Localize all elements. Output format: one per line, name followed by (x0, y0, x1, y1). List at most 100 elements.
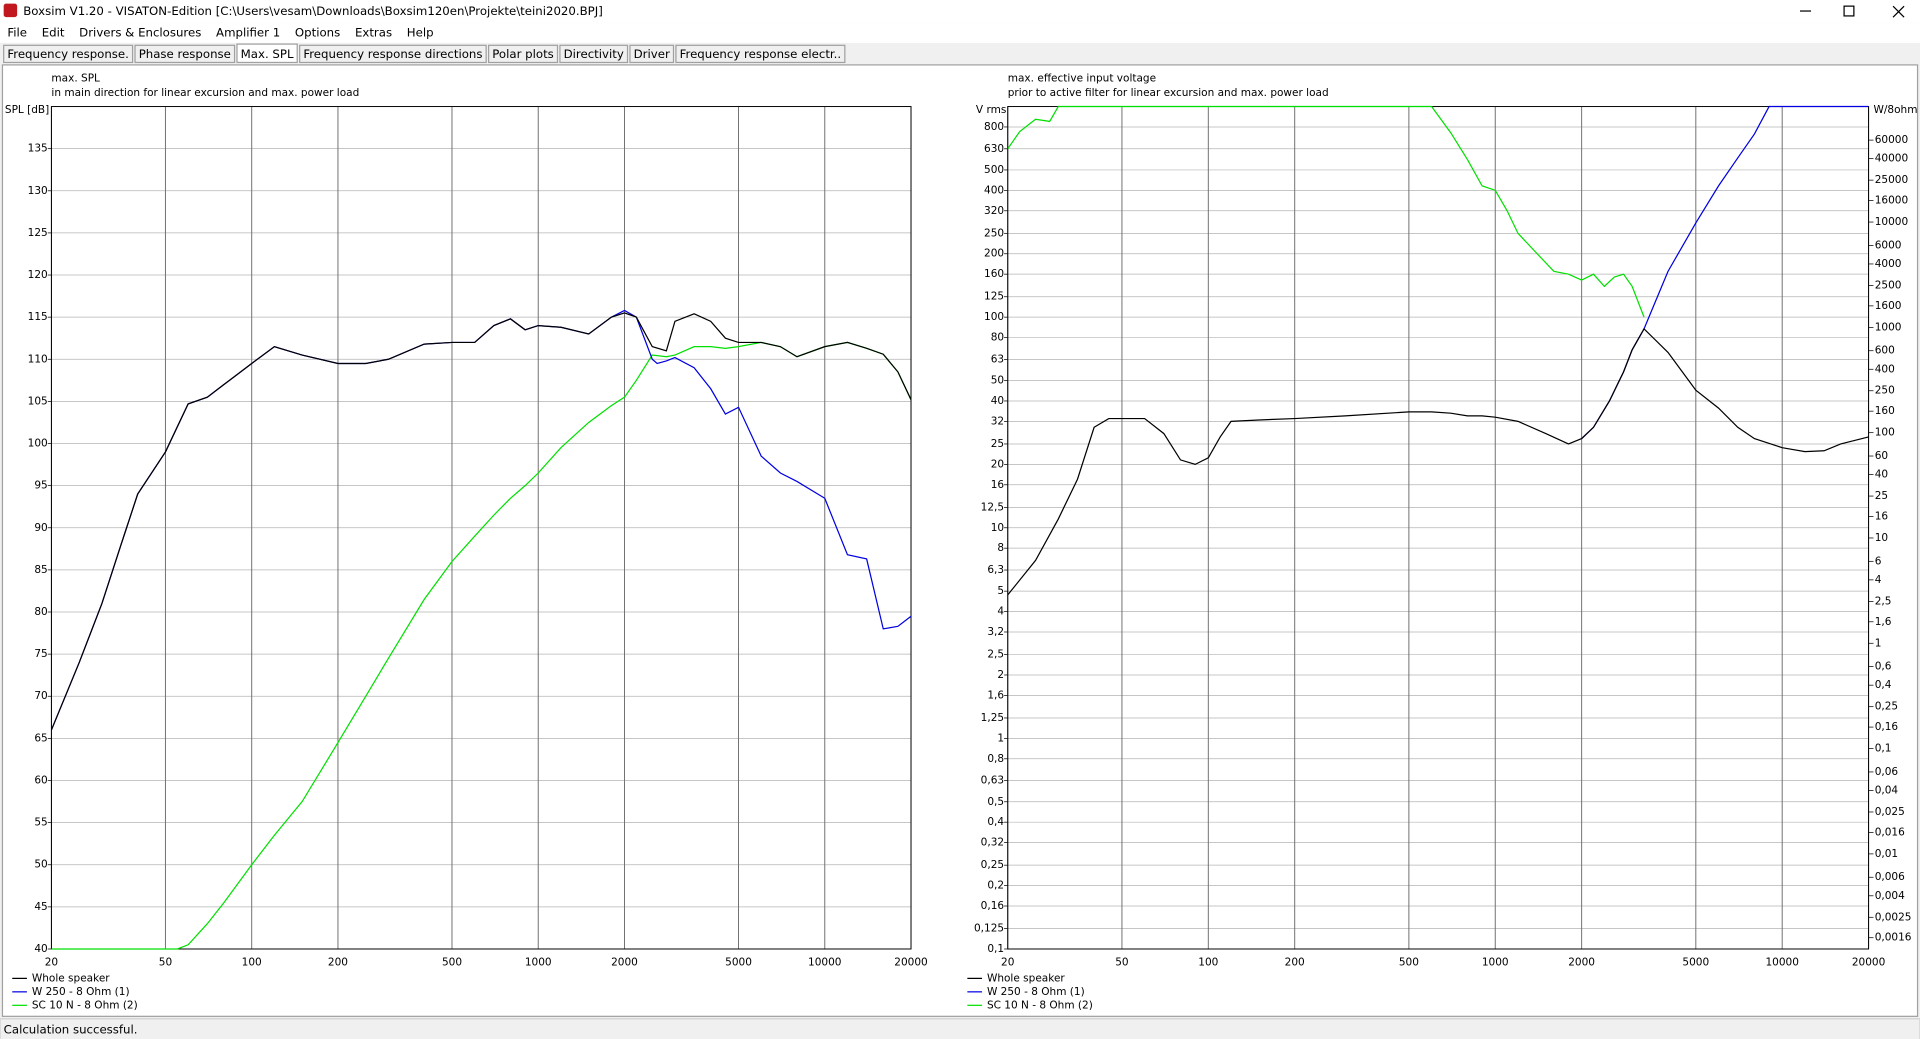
y2-tick-label: 40000 (1875, 153, 1908, 165)
y-tick-label: 400 (984, 184, 1004, 196)
title-bar (0, 0, 1920, 23)
y2-tick-label: 0,25 (1875, 701, 1898, 713)
window-title: Boxsim V1.20 - VISATON-Edition [C:\Users… (23, 4, 603, 18)
y-tick-label: 125 (984, 291, 1004, 303)
tab-box (134, 44, 236, 64)
x-tick-label: 200 (328, 956, 348, 968)
tab-label: Frequency response. (7, 47, 129, 61)
tab-label: Frequency response electr.. (680, 47, 842, 61)
y2-tick-label: 2500 (1875, 279, 1902, 291)
y-tick-label: 0,1 (987, 943, 1004, 955)
y-tick-label: 105 (28, 395, 48, 407)
tab[interactable]: Driver (629, 44, 675, 64)
x-tick-label: 5000 (1682, 956, 1709, 968)
tab[interactable]: Frequency response electr.. (675, 44, 846, 64)
x-tick-label: 200 (1285, 956, 1305, 968)
series-line (1007, 327, 1869, 596)
y2-tick-label: 0,0025 (1875, 911, 1912, 923)
legend-label: SC 10 N - 8 Ohm (2) (32, 999, 138, 1011)
menu-item[interactable]: Drivers & Enclosures (79, 26, 201, 40)
plot-frame (1007, 106, 1870, 950)
y2-tick-label: 0,16 (1875, 721, 1899, 733)
tab-box (3, 44, 134, 64)
menu-item[interactable]: Help (407, 26, 434, 40)
x-tick-label: 500 (442, 956, 462, 968)
y-axis-label: V rms (976, 104, 1006, 116)
y-tick-label: 80 (34, 606, 47, 618)
y2-tick-label: 2,5 (1875, 595, 1892, 607)
y-tick-label: 1,25 (981, 712, 1004, 724)
chart-title: max. SPL (51, 72, 100, 84)
chart: max. SPL in main direction for linear exc… (5, 72, 928, 1011)
chart-subtitle: prior to active filter for linear excurs… (1008, 87, 1329, 99)
tab-label: Driver (634, 47, 670, 61)
x-tick-label: 2000 (611, 956, 638, 968)
menu-item[interactable]: Edit (42, 26, 65, 40)
y-tick-label: 0,16 (981, 900, 1005, 912)
y-tick-label: 40 (34, 943, 47, 955)
y2-tick-label: 600 (1875, 345, 1895, 357)
menu-item[interactable]: Options (295, 26, 340, 40)
y-tick-label: 160 (984, 268, 1004, 280)
y2-tick-label: 0,06 (1875, 766, 1899, 778)
tab-box (236, 43, 298, 64)
y-tick-label: 50 (991, 375, 1004, 387)
y2-tick-label: 6000 (1875, 239, 1902, 251)
y-tick-label: 55 (34, 817, 47, 829)
y2-tick-label: 0,0016 (1875, 932, 1912, 944)
close-button[interactable] (1892, 5, 1905, 18)
y-tick-label: 8 (997, 542, 1004, 554)
y-tick-label: 100 (28, 438, 48, 450)
y2-axis-label: W/8ohm (1873, 104, 1917, 116)
tab-box (629, 44, 675, 64)
tab-box (675, 44, 846, 64)
legend-label: W 250 - 8 Ohm (1) (32, 986, 130, 998)
y2-tick-label: 25 (1875, 490, 1888, 502)
y2-tick-label: 0,04 (1875, 784, 1899, 796)
tab[interactable]: Frequency response. (3, 44, 134, 64)
y-tick-label: 130 (28, 185, 48, 197)
y-tick-label: 63 (991, 353, 1004, 365)
tab[interactable]: Max. SPL (236, 43, 298, 64)
tab[interactable]: Directivity (559, 44, 629, 64)
y-tick-label: 250 (984, 227, 1004, 239)
tab[interactable]: Frequency response directions (299, 44, 487, 64)
tab[interactable]: Polar plots (487, 44, 559, 64)
y-tick-label: 80 (991, 332, 1004, 344)
legend-label: W 250 - 8 Ohm (1) (987, 986, 1085, 998)
y2-tick-label: 0,01 (1875, 848, 1898, 860)
menu-item[interactable]: Extras (355, 26, 392, 40)
restore-button[interactable] (1843, 5, 1855, 17)
y-tick-label: 630 (984, 143, 1004, 155)
legend-label: Whole speaker (32, 972, 110, 984)
x-tick-label: 500 (1399, 956, 1419, 968)
menu-item[interactable]: Amplifier 1 (216, 26, 280, 40)
series-line (51, 312, 912, 731)
y-tick-label: 0,8 (987, 753, 1004, 765)
y-tick-label: 16 (991, 479, 1005, 491)
y-tick-label: 800 (984, 121, 1004, 133)
tab-box (487, 44, 559, 64)
tab[interactable]: Phase response (134, 44, 236, 64)
y2-tick-label: 4 (1875, 574, 1882, 586)
y2-tick-label: 0,025 (1875, 806, 1905, 818)
x-tick-label: 20000 (894, 956, 927, 968)
y2-tick-label: 100 (1875, 427, 1895, 439)
y2-tick-label: 0,006 (1875, 871, 1905, 883)
y2-tick-label: 1,6 (1875, 616, 1892, 628)
menu-item[interactable]: File (7, 26, 27, 40)
y-tick-label: 60 (34, 775, 47, 787)
y2-tick-label: 25000 (1875, 174, 1908, 186)
y-tick-label: 1 (997, 732, 1004, 744)
y-tick-label: 500 (984, 164, 1004, 176)
x-tick-label: 1000 (525, 956, 552, 968)
y2-tick-label: 1600 (1875, 300, 1902, 312)
x-tick-label: 1000 (1482, 956, 1509, 968)
y-tick-label: 10 (991, 522, 1004, 534)
menu: File Edit Drivers & Enclosures Amplifier 1 O… (7, 26, 433, 40)
y-tick-label: 20 (991, 458, 1004, 470)
x-tick-label: 100 (1198, 956, 1218, 968)
tab-box (559, 44, 629, 64)
